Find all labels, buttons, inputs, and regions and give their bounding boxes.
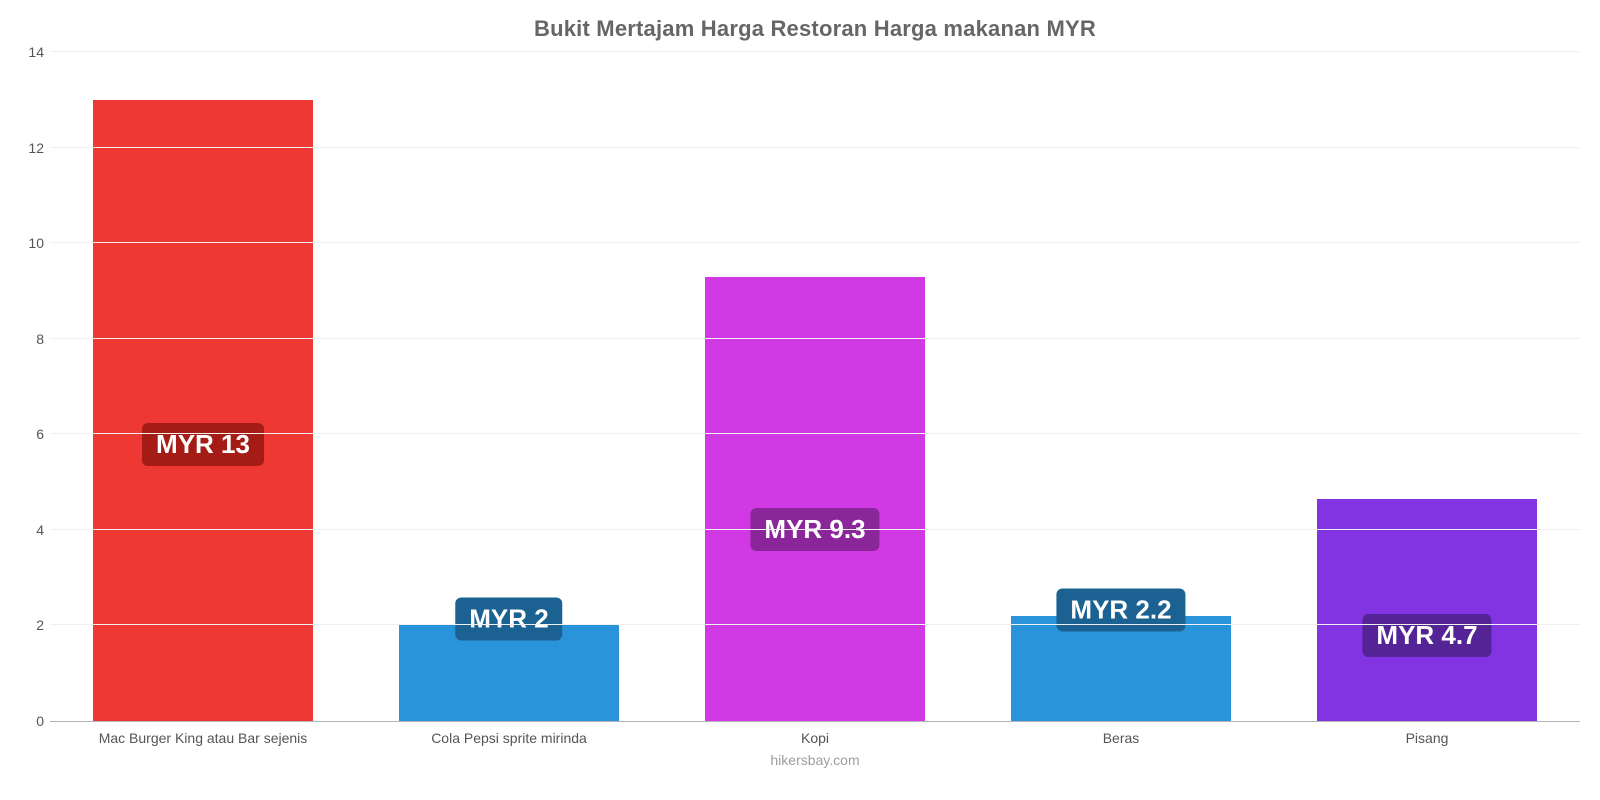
bar-slot: MYR 9.3 <box>662 52 968 721</box>
x-axis-label: Pisang <box>1274 722 1580 746</box>
plot-area: MYR 13MYR 2MYR 9.3MYR 2.2MYR 4.7 0246810… <box>50 52 1580 722</box>
value-badge: MYR 2 <box>455 598 562 641</box>
bar: MYR 2.2 <box>1011 616 1231 721</box>
bar: MYR 4.7 <box>1317 499 1537 721</box>
chart-title: Bukit Mertajam Harga Restoran Harga maka… <box>50 10 1580 52</box>
bar-slot: MYR 13 <box>50 52 356 721</box>
bar-slot: MYR 2 <box>356 52 662 721</box>
y-tick-label: 10 <box>14 235 44 251</box>
value-badge: MYR 4.7 <box>1362 614 1491 657</box>
bar: MYR 9.3 <box>705 277 925 721</box>
bar: MYR 2 <box>399 625 619 721</box>
grid-line <box>50 242 1580 243</box>
y-tick-label: 14 <box>14 44 44 60</box>
x-axis-label: Kopi <box>662 722 968 746</box>
grid-line <box>50 433 1580 434</box>
y-tick-label: 8 <box>14 331 44 347</box>
y-tick-label: 6 <box>14 426 44 442</box>
value-badge: MYR 13 <box>142 423 264 466</box>
x-axis-label: Cola Pepsi sprite mirinda <box>356 722 662 746</box>
grid-line <box>50 624 1580 625</box>
x-axis-labels: Mac Burger King atau Bar sejenisCola Pep… <box>50 722 1580 746</box>
x-axis-label: Mac Burger King atau Bar sejenis <box>50 722 356 746</box>
bar-slot: MYR 4.7 <box>1274 52 1580 721</box>
y-tick-label: 0 <box>14 713 44 729</box>
x-axis-label: Beras <box>968 722 1274 746</box>
grid-line <box>50 338 1580 339</box>
y-tick-label: 12 <box>14 140 44 156</box>
grid-line <box>50 51 1580 52</box>
bar: MYR 13 <box>93 100 313 721</box>
grid-line <box>50 529 1580 530</box>
bars-layer: MYR 13 MYR 2 MYR 9.3 MYR 2.2 MYR 4.7 <box>50 52 1580 721</box>
credit-text: hikersbay.com <box>50 752 1580 768</box>
y-tick-label: 2 <box>14 617 44 633</box>
grid-line <box>50 147 1580 148</box>
chart-container: Bukit Mertajam Harga Restoran Harga maka… <box>0 0 1600 800</box>
y-tick-label: 4 <box>14 522 44 538</box>
bar-slot: MYR 2.2 <box>968 52 1274 721</box>
